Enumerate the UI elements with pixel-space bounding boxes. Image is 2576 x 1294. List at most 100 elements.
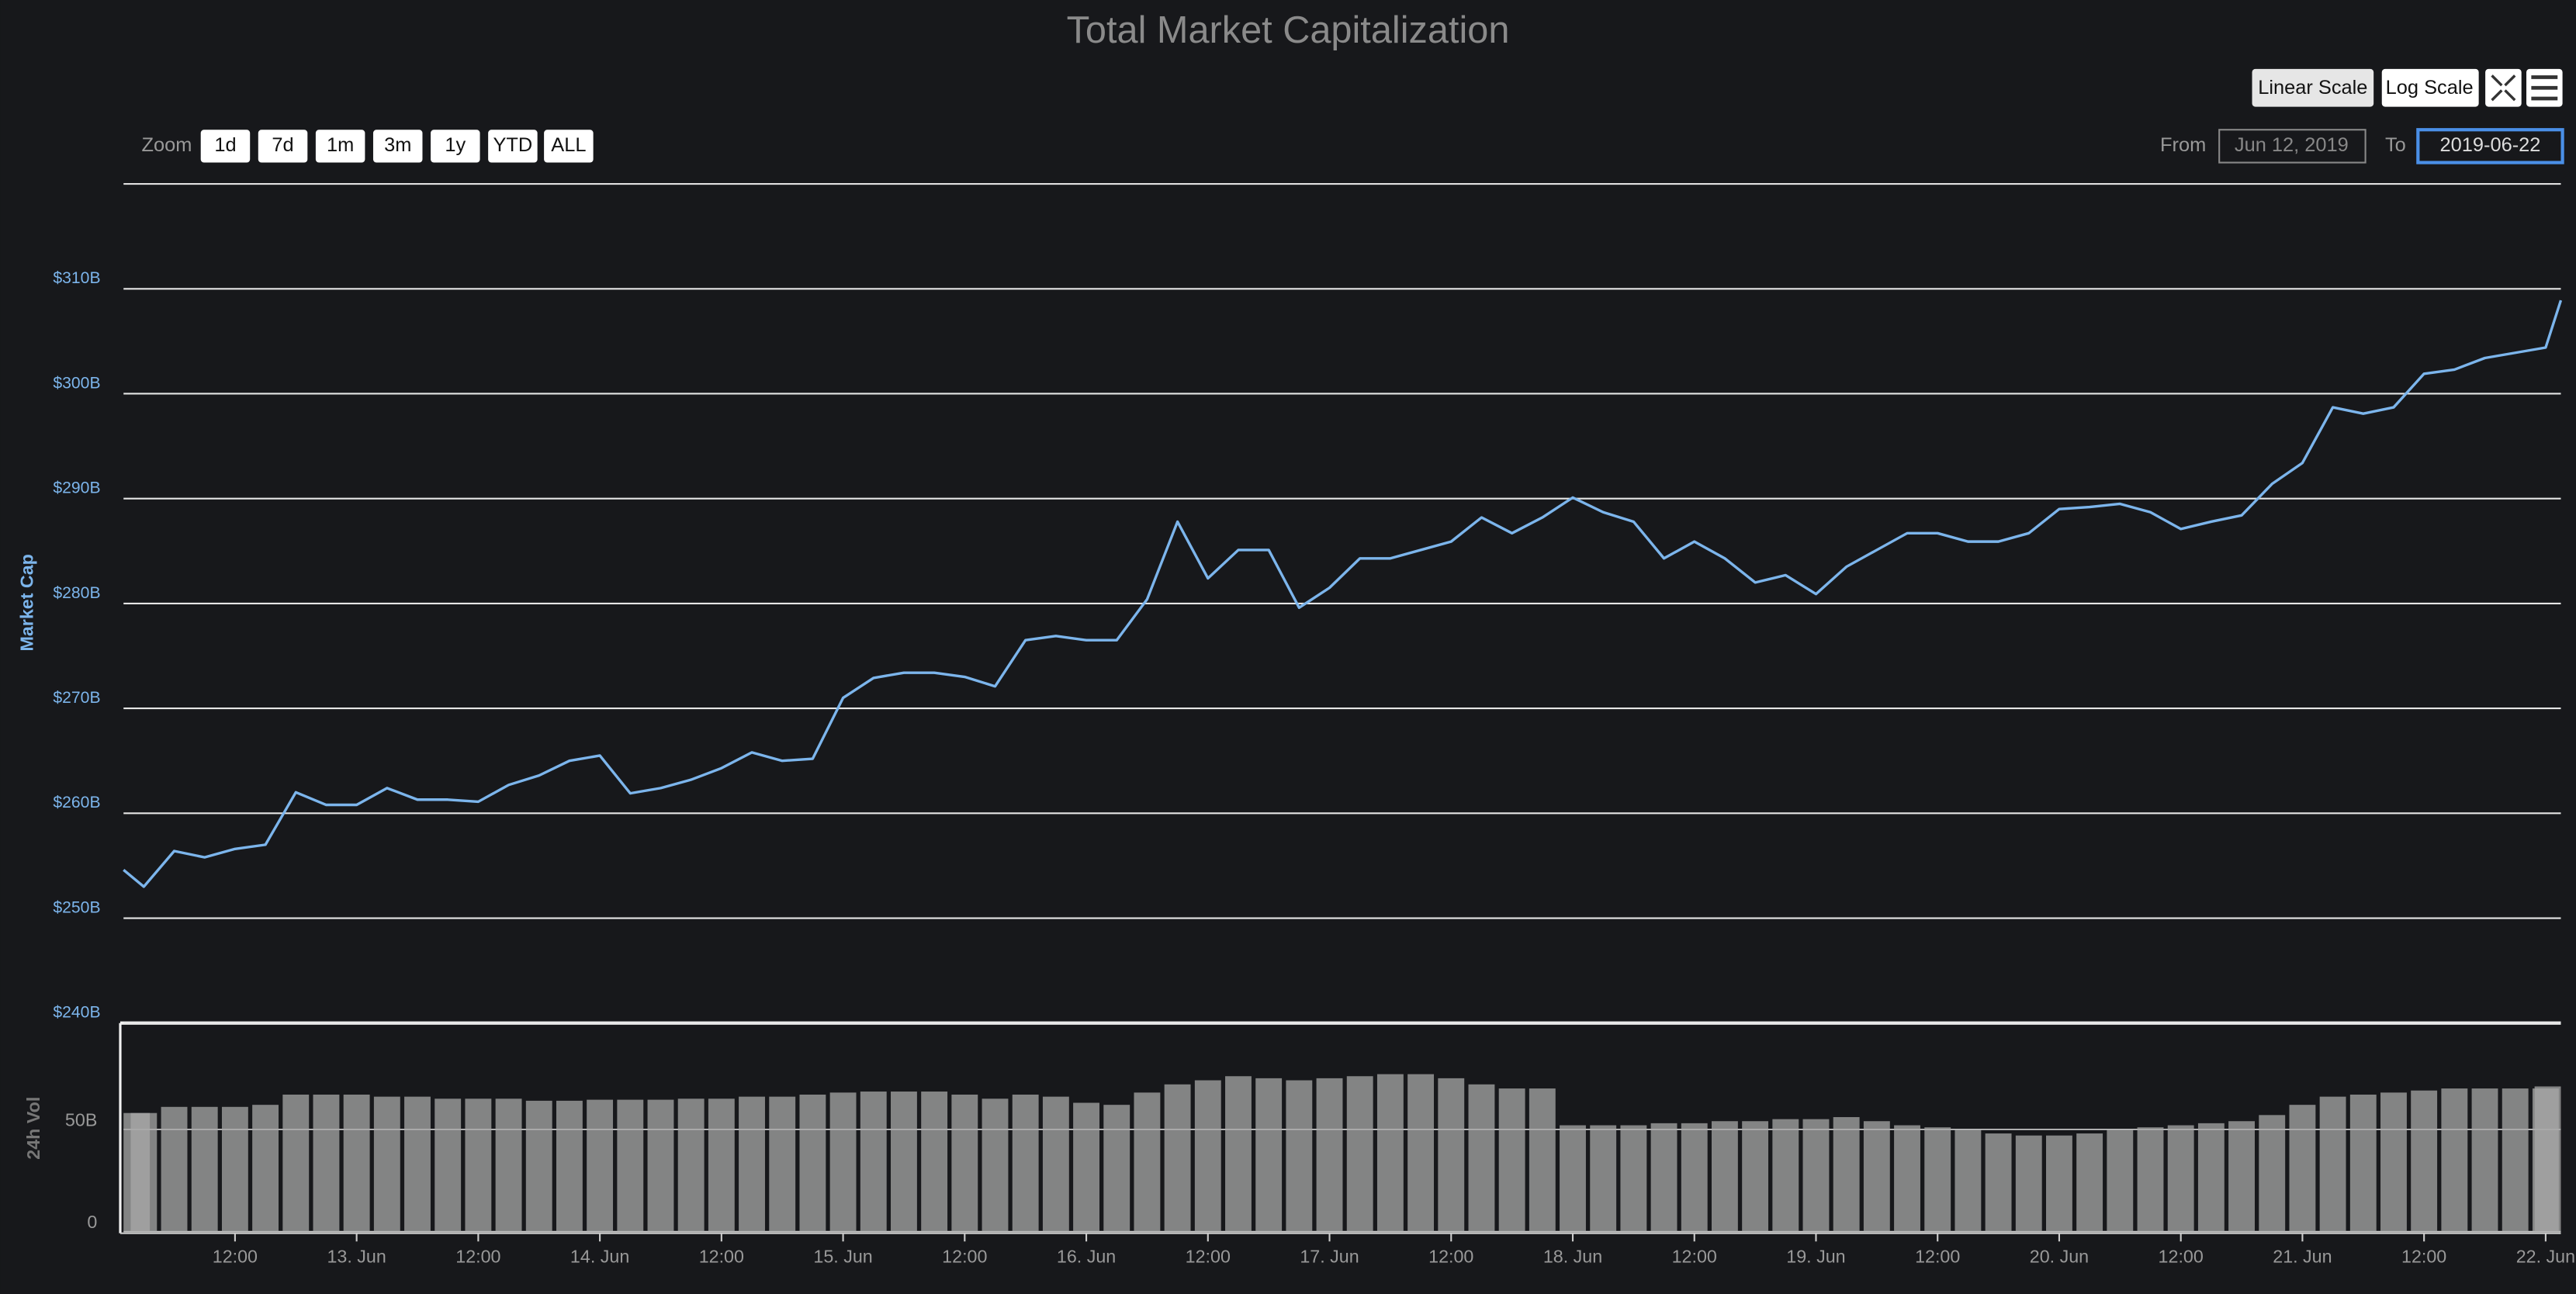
menu-icon[interactable] — [2531, 75, 2558, 101]
volume-bar — [1346, 1076, 1373, 1232]
volume-bar — [2289, 1105, 2316, 1232]
from-value[interactable]: Jun 12, 2019 — [2235, 134, 2349, 156]
zoom-button-label[interactable]: 1m — [327, 134, 354, 156]
y-tick-label: $290B — [53, 479, 100, 497]
volume-bar — [556, 1100, 583, 1232]
volume-bar — [221, 1106, 248, 1232]
volume-bar — [1407, 1074, 1435, 1232]
y-tick-label: $260B — [53, 794, 100, 811]
log-scale-button[interactable] — [2381, 68, 2479, 107]
volume-bar — [1194, 1080, 1221, 1232]
x-tick-label: 17. Jun — [1300, 1247, 1359, 1267]
volume-bar — [2534, 1086, 2561, 1232]
zoom-button[interactable] — [372, 130, 423, 163]
volume-bar — [1498, 1088, 1525, 1232]
y-tick-label: $240B — [53, 1004, 100, 1022]
x-tick-label: 16. Jun — [1057, 1247, 1116, 1267]
volume-bar — [2349, 1094, 2377, 1232]
volume-bar — [1772, 1119, 1799, 1232]
zoom-button[interactable] — [258, 130, 308, 163]
volume-bar — [2167, 1125, 2194, 1232]
volume-bar — [1802, 1119, 1830, 1232]
volume-bar — [282, 1094, 310, 1232]
volume-bar — [677, 1099, 705, 1232]
volume-bar — [951, 1094, 978, 1232]
volume-bar — [1590, 1125, 1617, 1232]
x-tick-label: 15. Jun — [813, 1247, 872, 1267]
zoom-button-label[interactable]: YTD — [493, 134, 532, 156]
x-tick-label: 13. Jun — [327, 1247, 386, 1267]
volume-bar — [1134, 1092, 1161, 1232]
zoom-button-label[interactable]: ALL — [551, 134, 586, 156]
fullscreen-button[interactable] — [2485, 68, 2522, 107]
to-input[interactable] — [2416, 128, 2564, 164]
zoom-label: Zoom — [142, 134, 192, 156]
volume-bar — [525, 1100, 552, 1232]
volume-bar — [2107, 1129, 2134, 1232]
zoom-button-label[interactable]: 3m — [384, 134, 411, 156]
volume-bar — [1103, 1105, 1130, 1232]
to-value[interactable]: 2019-06-22 — [2440, 134, 2541, 156]
volume-bar — [2441, 1088, 2468, 1232]
x-tick-label: 20. Jun — [2030, 1247, 2089, 1267]
volume-bar — [2076, 1133, 2103, 1232]
volume-bar — [739, 1096, 765, 1232]
fullscreen-bg[interactable] — [2485, 68, 2522, 107]
zoom-button[interactable] — [431, 130, 480, 163]
volume-bar — [891, 1092, 917, 1232]
volume-bar — [1560, 1125, 1586, 1232]
menu-button[interactable] — [2526, 68, 2563, 107]
volume-bar — [2228, 1121, 2255, 1232]
zoom-button-label[interactable]: 7d — [272, 134, 293, 156]
volume-bar — [2137, 1127, 2164, 1232]
volume-bar — [647, 1099, 674, 1232]
fullscreen-icon[interactable] — [2491, 74, 2516, 102]
volume-bar — [2015, 1135, 2042, 1232]
volume-bar — [2197, 1123, 2225, 1232]
zoom-button[interactable] — [315, 130, 365, 163]
zoom-button[interactable] — [200, 130, 251, 163]
volume-bar — [1894, 1125, 1920, 1232]
volume-bar — [1863, 1121, 1890, 1232]
y-axis-label: 24h Vol — [23, 1097, 43, 1160]
volume-bar — [860, 1092, 887, 1232]
volume-bar — [161, 1106, 188, 1232]
zoom-button-label[interactable]: 1y — [445, 134, 466, 156]
line-series — [123, 299, 2563, 888]
volume-bar — [1316, 1078, 1343, 1232]
volume-bar — [2411, 1090, 2438, 1232]
volume-bar — [465, 1099, 492, 1232]
volume-bar — [1042, 1096, 1069, 1232]
volume-bar — [2319, 1096, 2346, 1232]
volume-bar — [1620, 1125, 1647, 1232]
y-tick-label: $310B — [53, 269, 100, 287]
volume-bar — [495, 1099, 522, 1232]
x-tick-label: 12:00 — [1672, 1247, 1717, 1267]
log-scale-label[interactable]: Log Scale — [2386, 77, 2474, 99]
volume-bar — [343, 1094, 370, 1232]
zoom-button[interactable] — [488, 130, 538, 163]
x-tick-label: 12:00 — [2401, 1247, 2446, 1267]
volume-bar — [373, 1096, 400, 1232]
linear-scale-button[interactable] — [2252, 68, 2374, 107]
from-label: From — [2160, 134, 2206, 156]
to-label: To — [2385, 134, 2406, 156]
x-tick-label: 12:00 — [2159, 1247, 2204, 1267]
linear-scale-label[interactable]: Linear Scale — [2258, 77, 2367, 99]
zoom-button-label[interactable]: 1d — [214, 134, 236, 156]
x-tick-label: 12:00 — [1915, 1247, 1960, 1267]
volume-bar — [191, 1106, 218, 1232]
y-tick-label: $250B — [53, 898, 100, 916]
volume-bar — [1650, 1123, 1678, 1232]
from-input[interactable] — [2218, 129, 2367, 164]
volume-bar — [1286, 1080, 1313, 1232]
volume-bar — [2259, 1115, 2286, 1232]
volume-bar — [1529, 1088, 1556, 1232]
volume-bar — [1438, 1078, 1465, 1232]
volume-bar — [1833, 1116, 1860, 1232]
volume-bar — [404, 1096, 431, 1232]
x-tick-label: 19. Jun — [1786, 1247, 1845, 1267]
x-tick-label: 12:00 — [1186, 1247, 1231, 1267]
volume-bar — [921, 1092, 948, 1232]
zoom-button[interactable] — [544, 130, 594, 163]
